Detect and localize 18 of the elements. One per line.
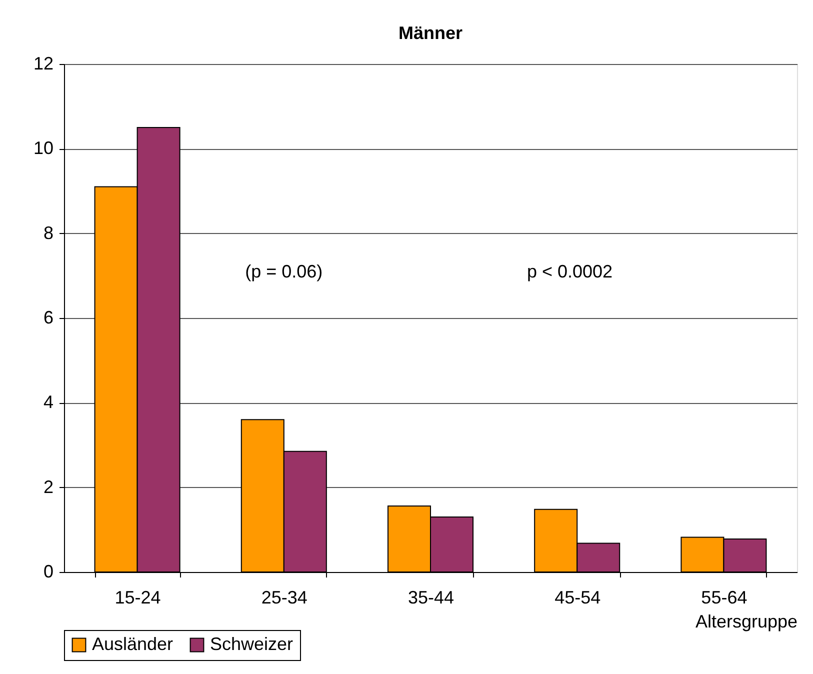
x-axis-title: Altersgruppe — [695, 612, 798, 632]
y-tick-label: 12 — [33, 54, 54, 74]
x-tick-label: 15-24 — [114, 588, 161, 608]
x-tick-label: 45-54 — [554, 588, 601, 608]
legend-label: Ausländer — [92, 634, 174, 654]
x-tick-label: 55-64 — [701, 588, 748, 608]
chart-title: Männer — [398, 23, 463, 43]
y-tick-label: 0 — [43, 562, 54, 582]
x-tick-label: 25-34 — [261, 588, 308, 608]
y-tick-label: 8 — [43, 222, 54, 243]
annotation: (p = 0.06) — [245, 261, 323, 282]
x-tick-label: 35-44 — [408, 588, 454, 608]
y-tick-label: 10 — [33, 138, 54, 158]
y-tick-label: 2 — [43, 476, 54, 497]
annotation: p < 0.0002 — [526, 261, 613, 282]
y-tick-label: 4 — [43, 392, 54, 412]
y-tick-label: 6 — [43, 308, 54, 328]
legend-label: Schweizer — [210, 634, 294, 654]
